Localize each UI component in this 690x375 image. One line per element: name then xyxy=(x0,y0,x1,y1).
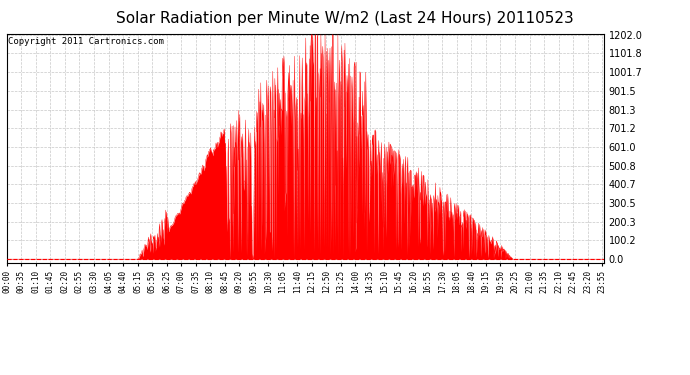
Text: Solar Radiation per Minute W/m2 (Last 24 Hours) 20110523: Solar Radiation per Minute W/m2 (Last 24… xyxy=(116,11,574,26)
Text: Copyright 2011 Cartronics.com: Copyright 2011 Cartronics.com xyxy=(8,37,164,46)
